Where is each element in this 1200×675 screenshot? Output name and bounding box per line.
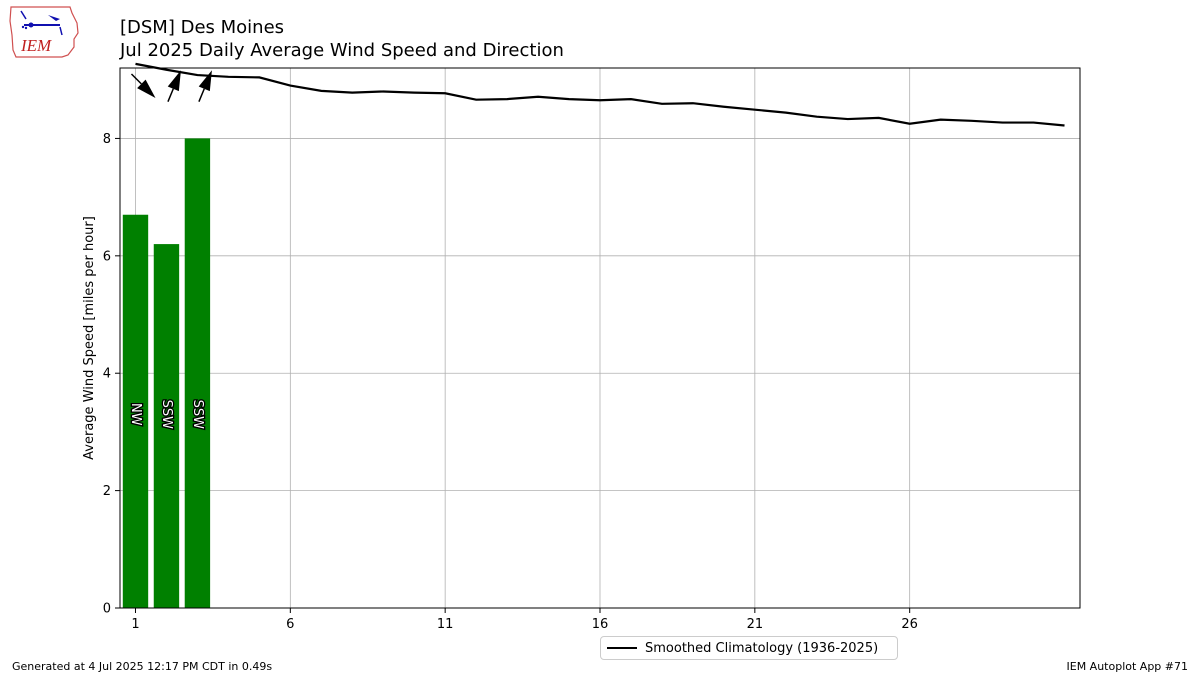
y-tick-label: 8 — [103, 132, 111, 147]
iowa-map-icon: IEM — [9, 6, 79, 58]
x-tick-label: 6 — [286, 617, 294, 632]
wind-speed-bar — [153, 244, 180, 608]
y-tick-label: 2 — [103, 484, 111, 499]
autoplot-app-id: IEM Autoplot App #71 — [1066, 660, 1189, 673]
x-tick-label: 16 — [592, 617, 609, 632]
chart-title-station: [DSM] Des Moines — [120, 17, 285, 38]
wind-speed-bar — [184, 138, 211, 608]
wind-direction-label: SSW — [159, 400, 174, 430]
wind-direction-arrow-head — [198, 70, 212, 92]
wind-direction-arrow-head — [167, 70, 181, 92]
y-axis-label: Average Wind Speed [miles per hour] — [82, 216, 97, 460]
wind-direction-arrow-shaft — [130, 73, 142, 85]
x-tick-label: 1 — [131, 617, 139, 632]
y-tick-label: 0 — [103, 602, 111, 617]
x-tick-label: 21 — [747, 617, 764, 632]
legend-label-climatology: Smoothed Climatology (1936-2025) — [645, 640, 879, 656]
y-tick-label: 6 — [103, 249, 111, 264]
chart-title-description: Jul 2025 Daily Average Wind Speed and Di… — [120, 40, 564, 61]
x-tick-label: 26 — [901, 617, 918, 632]
wind-direction-arrow-shaft — [198, 88, 205, 102]
legend-line-swatch — [607, 647, 637, 649]
x-tick-label: 11 — [437, 617, 454, 632]
wind-speed-bar — [122, 214, 149, 608]
iem-logo-text: IEM — [20, 36, 52, 55]
chart-legend: Smoothed Climatology (1936-2025) — [600, 636, 898, 660]
wind-direction-label: SSW — [190, 400, 205, 430]
wind-direction-label: NW — [128, 403, 143, 426]
iem-logo: IEM — [8, 5, 80, 59]
wind-direction-arrow-shaft — [167, 88, 174, 102]
climatology-line — [135, 62, 1065, 127]
generated-timestamp: Generated at 4 Jul 2025 12:17 PM CDT in … — [12, 660, 273, 673]
y-tick-label: 4 — [103, 367, 111, 382]
wind-direction-arrow-head — [137, 79, 156, 99]
